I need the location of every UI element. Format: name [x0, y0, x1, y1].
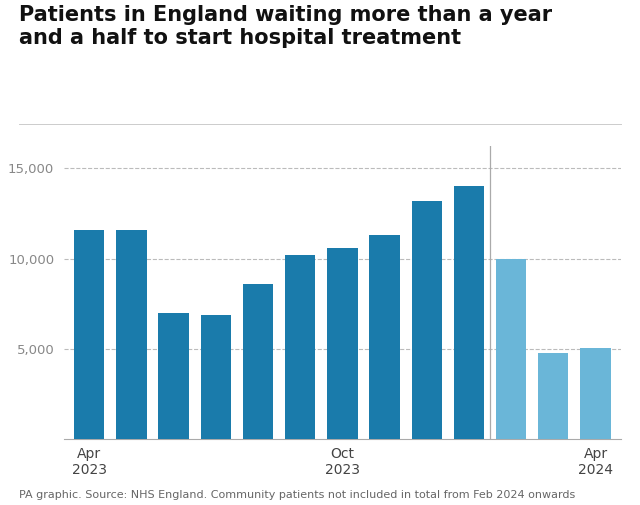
Bar [412, 200, 442, 439]
Text: Patients in England waiting more than a year
and a half to start hospital treatm: Patients in England waiting more than a … [19, 5, 552, 48]
Bar [201, 315, 231, 439]
Bar [74, 230, 104, 439]
Bar [496, 260, 526, 439]
Bar [369, 235, 400, 439]
Bar [454, 186, 484, 439]
Bar [159, 313, 189, 439]
Bar [243, 284, 273, 439]
Bar [285, 255, 316, 439]
Bar [538, 354, 568, 439]
Bar [116, 230, 147, 439]
Text: PA graphic. Source: NHS England. Community patients not included in total from F: PA graphic. Source: NHS England. Communi… [19, 490, 575, 500]
Bar [327, 247, 358, 439]
Bar [580, 348, 611, 439]
